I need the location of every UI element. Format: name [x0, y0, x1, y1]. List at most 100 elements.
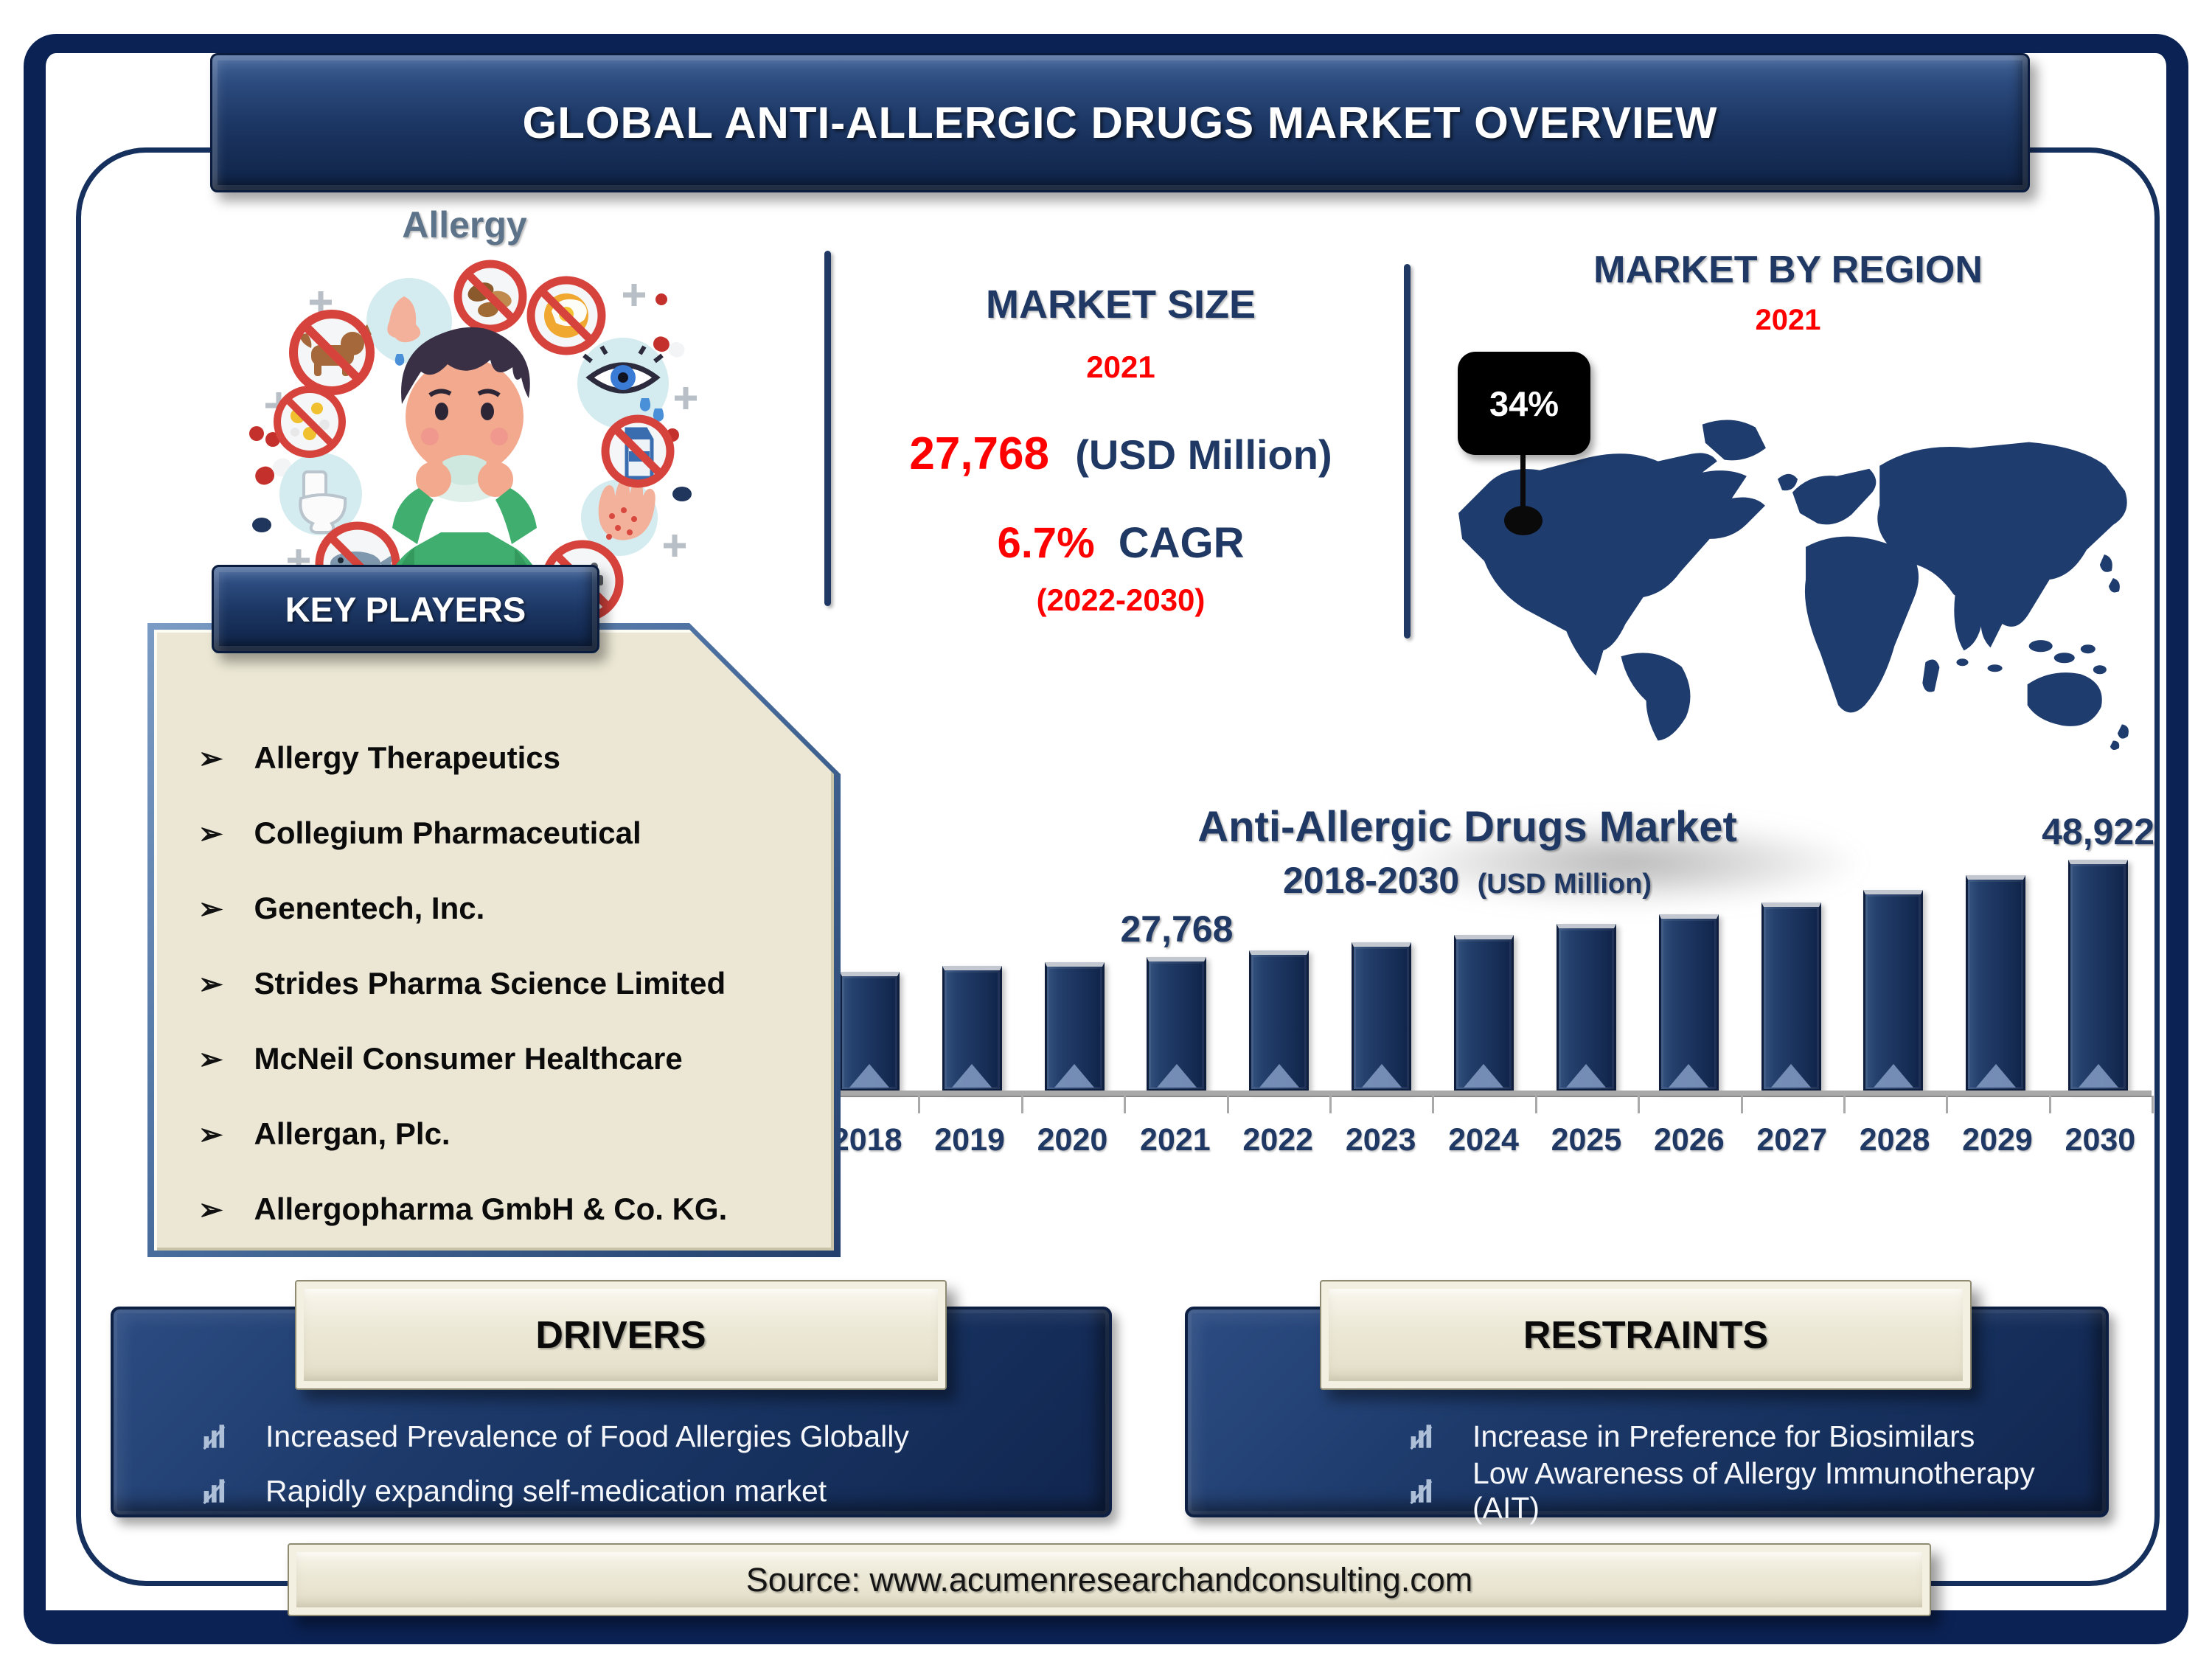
- region-year: 2021: [1755, 304, 1821, 336]
- chart-subtitle-unit: (USD Million): [1477, 869, 1652, 900]
- year-label-2023: 2023: [1345, 1122, 1416, 1158]
- bar-2027: [1761, 902, 1821, 1091]
- axis-tick: [1432, 1096, 1534, 1113]
- eye-icon: [582, 345, 664, 422]
- pollen-icon: [291, 403, 330, 440]
- growth-bars-icon: [203, 1479, 226, 1505]
- title-banner: GLOBAL ANTI-ALLERGIC DRUGS MARKET OVERVI…: [210, 53, 2030, 192]
- bar-slot-2021: 27,768: [1120, 859, 1233, 1091]
- page-title: GLOBAL ANTI-ALLERGIC DRUGS MARKET OVERVI…: [522, 98, 1718, 147]
- market-size-section: MARKET SIZE 2021 27,768 (USD Million) 6.…: [859, 282, 1382, 618]
- arrow-bullet-icon: ➢: [198, 968, 223, 1001]
- divider-right: [1404, 264, 1411, 639]
- rash-hand-icon: [598, 479, 655, 540]
- cagr-period: (2022-2030): [1036, 582, 1206, 617]
- market-size-heading: MARKET SIZE: [985, 282, 1256, 327]
- pill-icons: [249, 267, 692, 532]
- source-text: Source: www.acumenresearchandconsulting.…: [745, 1560, 1473, 1599]
- arrow-bullet-icon: ➢: [198, 1043, 223, 1076]
- bar-data-label-2021: 27,768: [1120, 908, 1234, 950]
- bar-slot-2029: [1944, 859, 2047, 1091]
- chart-title: Anti-Allergic Drugs Market: [1197, 803, 1737, 851]
- axis-tick: [2048, 1096, 2152, 1113]
- bar-slot-2027: [1740, 859, 1843, 1091]
- growth-bars-icon: [1410, 1425, 1433, 1450]
- panel-item: Low Awareness of Allergy Immunotherapy (…: [1409, 1456, 2091, 1525]
- bar-slot-2018: [818, 859, 921, 1091]
- panel-item-text: Increase in Preference for Biosimilars: [1472, 1419, 1975, 1453]
- year-label-2028: 2028: [1859, 1122, 1930, 1158]
- bar-2026: [1658, 914, 1719, 1091]
- bar-slot-2023: [1330, 859, 1433, 1091]
- year-label-2027: 2027: [1756, 1122, 1828, 1158]
- callout-pointer-line: [1520, 451, 1526, 512]
- bar-2019: [942, 966, 1002, 1091]
- chart-subtitle: 2018-2030 (USD Million): [1025, 859, 1910, 902]
- axis-tick: [1534, 1096, 1638, 1113]
- axis-tick: [1124, 1096, 1226, 1113]
- arrow-bullet-icon: ➢: [198, 742, 223, 775]
- panel-item-text: Increased Prevalence of Food Allergies G…: [265, 1419, 909, 1453]
- bar-2020: [1044, 962, 1105, 1091]
- bar-2028: [1863, 890, 1924, 1091]
- bar-2029: [1966, 875, 2026, 1091]
- year-label-2030: 2030: [2065, 1122, 2136, 1158]
- key-player-name: Allergan, Plc.: [254, 1116, 451, 1151]
- market-size-year: 2021: [1086, 349, 1155, 384]
- year-label-2024: 2024: [1448, 1122, 1519, 1158]
- chart-axis-ticks: [815, 1096, 2154, 1113]
- chart-subtitle-range: 2018-2030: [1283, 860, 1460, 901]
- restraints-list: Increase in Preference for Biosimilars Lo…: [1188, 1310, 2106, 1525]
- bar-2024: [1453, 935, 1514, 1091]
- key-player-name: Collegium Pharmaceutical: [254, 815, 641, 850]
- region-heading: MARKET BY REGION: [1593, 248, 1983, 291]
- cagr-value: 6.7%: [997, 519, 1095, 567]
- year-label-2020: 2020: [1037, 1122, 1108, 1158]
- region-share-callout: 34%: [1458, 352, 1590, 455]
- year-label-2018: 2018: [831, 1122, 902, 1158]
- panel-item: Increased Prevalence of Food Allergies G…: [202, 1413, 1094, 1460]
- axis-tick: [1226, 1096, 1329, 1113]
- market-by-region-section: MARKET BY REGION 2021: [1464, 248, 2112, 337]
- bar-slot-2022: [1228, 859, 1330, 1091]
- year-label-2025: 2025: [1551, 1122, 1622, 1158]
- market-size-value: 27,768: [909, 428, 1049, 479]
- bar-2023: [1352, 942, 1412, 1091]
- key-player-name: Allergy Therapeutics: [254, 740, 560, 775]
- region-share-value: 34%: [1489, 383, 1559, 423]
- key-player-item: ➢ Strides Pharma Science Limited: [198, 966, 812, 1001]
- panel-item-text: Rapidly expanding self-medication market: [265, 1473, 827, 1508]
- year-label-2021: 2021: [1140, 1122, 1211, 1158]
- illustration-caption: Allergy: [402, 204, 527, 246]
- drivers-button: DRIVERS: [295, 1280, 947, 1390]
- key-player-item: ➢ Allergopharma GmbH & Co. KG.: [198, 1192, 812, 1227]
- bar-slot-2019: [921, 859, 1023, 1091]
- bar-slot-2024: [1433, 859, 1535, 1091]
- map-shadow: [1386, 818, 1865, 907]
- growth-bars-icon: [1410, 1479, 1433, 1505]
- axis-tick: [1946, 1096, 2048, 1113]
- axis-tick: [1638, 1096, 1740, 1113]
- axis-tick: [1740, 1096, 1843, 1113]
- axis-tick: [1329, 1096, 1432, 1113]
- key-player-name: McNeil Consumer Healthcare: [254, 1041, 683, 1076]
- chart-bars: 27,768 48,922: [818, 811, 2154, 1091]
- bar-2030: [2068, 860, 2129, 1091]
- key-player-item: ➢ Genentech, Inc.: [198, 891, 812, 926]
- arrow-bullet-icon: ➢: [198, 1194, 223, 1226]
- year-label-2026: 2026: [1653, 1122, 1725, 1158]
- key-player-name: Allergopharma GmbH & Co. KG.: [254, 1192, 728, 1226]
- cagr-label: CAGR: [1118, 519, 1245, 567]
- axis-tick: [1843, 1096, 1946, 1113]
- source-bar: Source: www.acumenresearchandconsulting.…: [288, 1543, 1931, 1616]
- arrow-bullet-icon: ➢: [198, 818, 223, 850]
- bar-2022: [1249, 950, 1310, 1091]
- callout-pointer-dot: [1504, 506, 1543, 535]
- key-players-banner: KEY PLAYERS: [212, 565, 599, 653]
- market-size-value-line: 27,768 (USD Million): [859, 428, 1382, 480]
- bar-slot-2030: 48,922: [2042, 811, 2154, 1091]
- market-size-unit: (USD Million): [1075, 431, 1332, 478]
- panel-item: Increase in Preference for Biosimilars: [1409, 1413, 2091, 1460]
- bar-slot-2028: [1842, 859, 1944, 1091]
